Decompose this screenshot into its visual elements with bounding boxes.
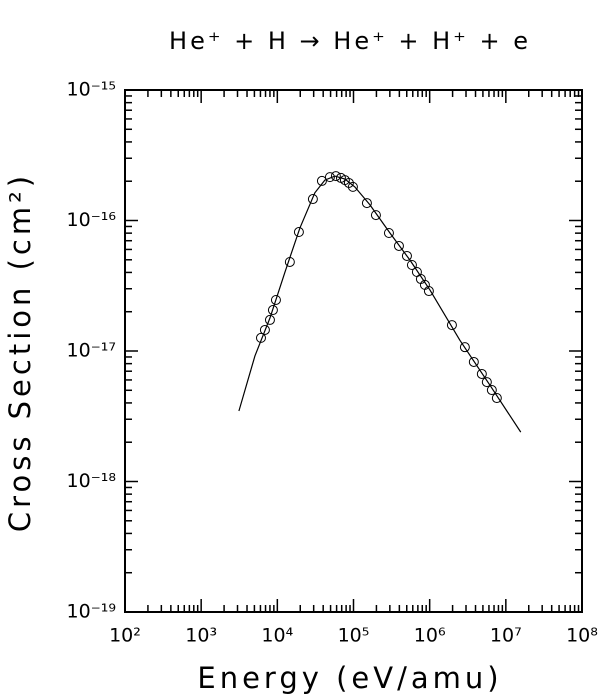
y-tick-label: 10⁻¹⁵	[67, 79, 116, 101]
data-point	[307, 194, 318, 205]
data-point	[406, 260, 417, 271]
data-point	[316, 175, 327, 186]
x-tick-label: 10⁷	[490, 625, 522, 647]
x-tick-label: 10⁵	[338, 625, 370, 647]
x-tick-label: 10⁶	[414, 625, 446, 647]
data-point	[264, 314, 275, 325]
data-point	[255, 332, 266, 343]
data-point	[423, 286, 434, 297]
data-point	[284, 256, 295, 267]
data-point	[370, 210, 381, 221]
chart-title: He⁺ + H → He⁺ + H⁺ + e	[169, 27, 531, 55]
data-point	[347, 181, 358, 192]
x-axis-label: Energy (eV/amu)	[197, 661, 502, 695]
data-point	[393, 240, 404, 251]
fit-curve	[238, 175, 522, 433]
x-tick-label: 10⁴	[261, 625, 293, 647]
data-point	[486, 385, 497, 396]
data-point	[411, 267, 422, 278]
data-point	[383, 228, 394, 239]
y-tick-label: 10⁻¹⁷	[67, 340, 116, 362]
data-point	[481, 377, 492, 388]
x-tick-label: 10⁸	[566, 625, 598, 647]
data-point	[259, 324, 270, 335]
data-point	[330, 171, 341, 182]
data-point	[270, 294, 281, 305]
data-point	[293, 227, 304, 238]
data-point	[401, 250, 412, 261]
data-point	[324, 172, 335, 183]
data-point	[459, 342, 470, 353]
y-tick-label: 10⁻¹⁶	[67, 209, 116, 231]
data-point	[491, 393, 502, 404]
y-tick-label: 10⁻¹⁸	[67, 470, 116, 492]
data-point	[468, 356, 479, 367]
data-point	[361, 198, 372, 209]
x-tick-label: 10²	[109, 625, 141, 647]
data-point	[446, 320, 457, 331]
x-tick-label: 10³	[185, 625, 217, 647]
data-point	[267, 305, 278, 316]
data-point	[476, 368, 487, 379]
y-tick-label: 10⁻¹⁹	[67, 601, 116, 623]
y-axis-label: Cross Section (cm²)	[3, 172, 37, 532]
plot-frame	[124, 89, 583, 613]
